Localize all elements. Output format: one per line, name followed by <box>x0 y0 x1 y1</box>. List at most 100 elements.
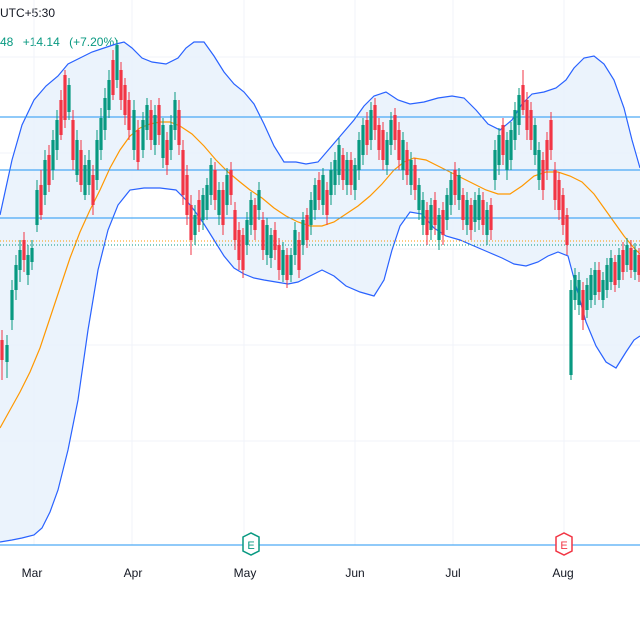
candle-body[interactable] <box>573 275 577 300</box>
candle-body[interactable] <box>181 150 185 195</box>
candle-body[interactable] <box>273 230 277 250</box>
candle-body[interactable] <box>533 125 537 155</box>
candle-body[interactable] <box>241 235 245 270</box>
candle-body[interactable] <box>233 210 237 240</box>
candle-body[interactable] <box>87 160 91 185</box>
candle-body[interactable] <box>489 205 493 230</box>
candle-body[interactable] <box>505 140 509 170</box>
candle-body[interactable] <box>289 255 293 275</box>
candle-body[interactable] <box>313 185 317 210</box>
candle-body[interactable] <box>157 105 161 135</box>
candle-body[interactable] <box>569 290 573 375</box>
candle-body[interactable] <box>525 100 529 130</box>
candle-body[interactable] <box>345 160 349 185</box>
candle-body[interactable] <box>63 75 67 120</box>
candle-body[interactable] <box>413 165 417 190</box>
candle-body[interactable] <box>609 258 613 282</box>
candle-body[interactable] <box>83 165 87 195</box>
candle-body[interactable] <box>257 190 261 210</box>
candle-body[interactable] <box>377 125 381 150</box>
candle-body[interactable] <box>245 220 249 245</box>
candle-body[interactable] <box>521 85 525 110</box>
candle-body[interactable] <box>501 125 505 155</box>
candle-body[interactable] <box>429 205 433 230</box>
candle-body[interactable] <box>409 160 413 185</box>
candle-body[interactable] <box>249 200 253 225</box>
candle-body[interactable] <box>577 280 581 305</box>
candle-body[interactable] <box>589 275 593 300</box>
candle-body[interactable] <box>277 245 281 270</box>
candle-body[interactable] <box>205 185 209 210</box>
candle-body[interactable] <box>449 180 453 205</box>
candle-body[interactable] <box>361 125 365 155</box>
candle-body[interactable] <box>18 250 22 270</box>
candle-body[interactable] <box>621 250 625 272</box>
candle-body[interactable] <box>485 210 489 235</box>
candle-body[interactable] <box>301 220 305 245</box>
candle-body[interactable] <box>465 200 469 225</box>
candle-body[interactable] <box>629 248 633 270</box>
candle-body[interactable] <box>325 190 329 215</box>
candle-body[interactable] <box>393 115 397 140</box>
candle-body[interactable] <box>541 160 545 190</box>
candle-body[interactable] <box>297 240 301 270</box>
candle-body[interactable] <box>517 95 521 125</box>
candle-body[interactable] <box>549 120 553 150</box>
candle-body[interactable] <box>127 100 131 130</box>
candle-body[interactable] <box>225 175 229 205</box>
candle-body[interactable] <box>153 115 157 145</box>
candle-body[interactable] <box>71 120 75 160</box>
candle-body[interactable] <box>369 110 373 140</box>
candle-body[interactable] <box>585 285 589 310</box>
candle-body[interactable] <box>161 125 165 158</box>
candle-body[interactable] <box>613 262 617 285</box>
candle-body[interactable] <box>309 200 313 225</box>
candle-body[interactable] <box>397 130 401 160</box>
candle-body[interactable] <box>581 290 585 320</box>
candle-body[interactable] <box>601 280 605 300</box>
candle-body[interactable] <box>509 130 513 160</box>
candle-body[interactable] <box>91 175 95 205</box>
candle-body[interactable] <box>321 175 325 205</box>
candle-body[interactable] <box>265 225 269 255</box>
earnings-marker-aug[interactable]: E <box>555 532 573 556</box>
candle-body[interactable] <box>229 170 233 195</box>
candle-body[interactable] <box>253 205 257 230</box>
candle-body[interactable] <box>123 85 127 115</box>
candle-body[interactable] <box>329 170 333 195</box>
candle-body[interactable] <box>349 160 353 185</box>
candle-body[interactable] <box>136 130 140 162</box>
candle-body[interactable] <box>453 170 457 195</box>
candle-body[interactable] <box>55 120 59 150</box>
candle-body[interactable] <box>341 155 345 180</box>
candle-body[interactable] <box>5 345 9 362</box>
candle-body[interactable] <box>185 175 189 215</box>
candle-body[interactable] <box>497 135 501 165</box>
candle-body[interactable] <box>457 175 461 200</box>
candle-body[interactable] <box>565 215 569 245</box>
candle-body[interactable] <box>445 195 449 220</box>
candle-body[interactable] <box>605 265 609 290</box>
candle-body[interactable] <box>553 170 557 200</box>
candle-body[interactable] <box>473 200 477 222</box>
candle-body[interactable] <box>269 235 273 258</box>
candle-body[interactable] <box>433 200 437 225</box>
candle-body[interactable] <box>209 165 213 195</box>
candle-body[interactable] <box>193 215 197 235</box>
candle-body[interactable] <box>421 200 425 225</box>
candle-body[interactable] <box>461 195 465 220</box>
candle-body[interactable] <box>389 120 393 145</box>
candle-body[interactable] <box>149 110 153 140</box>
candle-body[interactable] <box>545 140 549 170</box>
candle-body[interactable] <box>67 85 71 112</box>
candle-body[interactable] <box>441 210 445 235</box>
candle-body[interactable] <box>437 215 441 240</box>
candle-body[interactable] <box>633 250 637 272</box>
candle-body[interactable] <box>39 185 43 215</box>
candle-body[interactable] <box>617 255 621 280</box>
candle-body[interactable] <box>281 250 285 275</box>
candle-body[interactable] <box>30 248 34 262</box>
candle-body[interactable] <box>115 45 119 80</box>
candle-body[interactable] <box>197 200 201 225</box>
candle-body[interactable] <box>99 118 103 150</box>
